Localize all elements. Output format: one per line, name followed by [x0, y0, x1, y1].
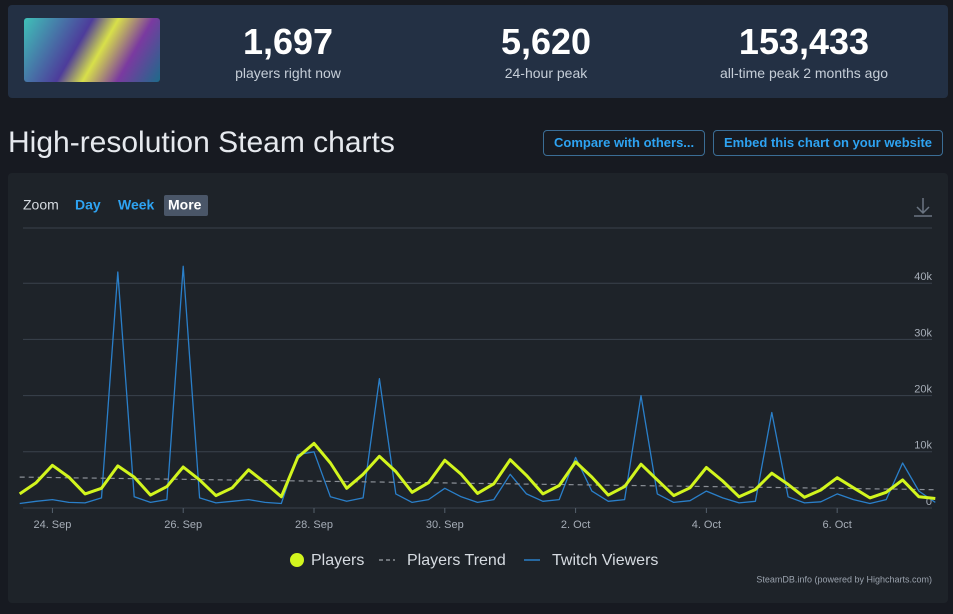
- stat: 5,620 24-hour peak: [426, 21, 666, 81]
- zoom-option[interactable]: Week: [118, 197, 155, 213]
- series-line: [18, 441, 936, 500]
- download-icon[interactable]: [914, 198, 932, 217]
- x-tick-label: 24. Sep: [33, 519, 71, 531]
- series-line: [19, 265, 936, 505]
- zoom-option[interactable]: More: [168, 197, 202, 213]
- embed-button[interactable]: Embed this chart on your website: [713, 130, 944, 156]
- x-tick-label: 28. Sep: [295, 519, 333, 531]
- stat-label: players right now: [235, 65, 341, 81]
- section-title: High-resolution Steam charts: [8, 126, 395, 159]
- stat-value: 153,433: [738, 21, 870, 62]
- stat-label: 24-hour peak: [504, 65, 588, 81]
- x-tick-label: 6. Oct: [823, 519, 852, 531]
- x-tick-label: 30. Sep: [426, 519, 464, 531]
- y-tick-label: 10k: [914, 440, 932, 452]
- credit: SteamDB.info (powered by Highcharts.com): [756, 574, 932, 584]
- stat: 1,697 players right now: [168, 21, 408, 81]
- zoom-option[interactable]: Day: [75, 197, 101, 213]
- legend-marker: [290, 553, 304, 567]
- stat: 153,433 all-time peak 2 months ago: [684, 21, 924, 81]
- series-line: [19, 476, 936, 491]
- stat-value: 1,697: [242, 21, 334, 62]
- legend-label: Twitch Viewers: [552, 552, 658, 569]
- x-tick-label: 26. Sep: [164, 519, 202, 531]
- stats-bar: 1,697 players right now 5,620 24-hour peak…: [8, 5, 948, 98]
- chart-panel: [8, 173, 948, 603]
- y-tick-label: 30k: [914, 327, 932, 339]
- x-tick-label: 2. Oct: [561, 519, 590, 531]
- zoom-selected: [164, 195, 208, 216]
- stat-value: 5,620: [500, 21, 592, 62]
- game-thumbnail: [24, 18, 160, 82]
- y-tick-label: 0: [926, 496, 932, 508]
- legend-label: Players: [311, 552, 364, 569]
- legend-label: Players Trend: [407, 552, 506, 569]
- y-tick-label: 40k: [914, 271, 932, 283]
- zoom-label: Zoom: [23, 197, 59, 213]
- y-tick-label: 20k: [914, 384, 932, 396]
- x-tick-label: 4. Oct: [692, 519, 721, 531]
- stat-label: all-time peak 2 months ago: [719, 65, 889, 81]
- compare-button[interactable]: Compare with others...: [543, 130, 706, 156]
